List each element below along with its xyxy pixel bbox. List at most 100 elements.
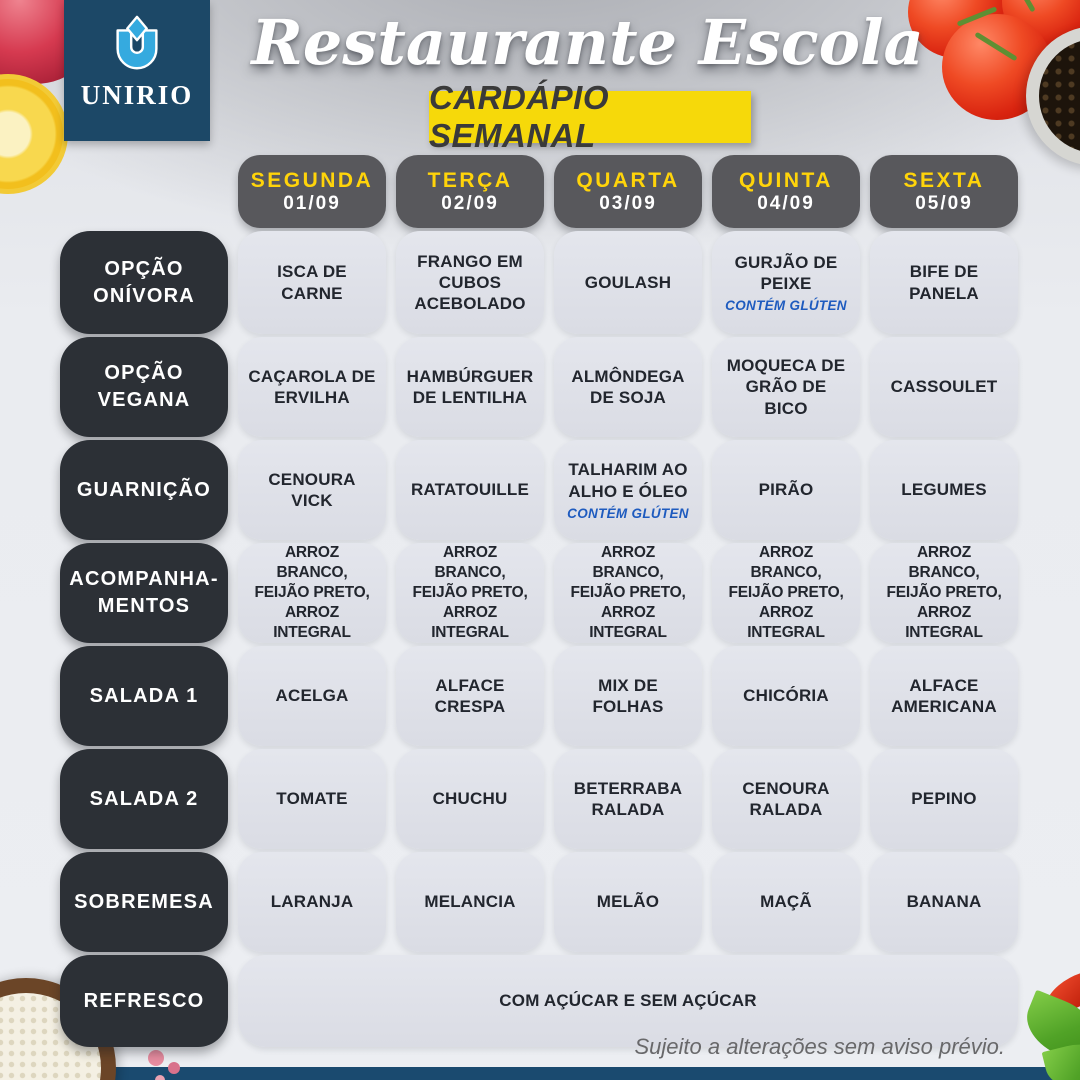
cell-sobremesa-3: MELÃO [554, 852, 702, 952]
day-header-2: TERÇA 02/09 [396, 155, 544, 228]
row-label-acompanhamentos: ACOMPANHA- MENTOS [60, 543, 228, 643]
dish-name: FRANGO EM CUBOS ACEBOLADO [414, 251, 526, 314]
cell-salada-1-4: CHICÓRIA [712, 646, 860, 746]
cell-guarnicao-4: PIRÃO [712, 440, 860, 540]
day-name: QUINTA [739, 168, 833, 192]
cell-salada-1-5: ALFACE AMERICANA [870, 646, 1018, 746]
cell-salada-2-2: CHUCHU [396, 749, 544, 849]
dish-name: CAÇAROLA DE ERVILHA [248, 366, 376, 407]
day-name: TERÇA [427, 168, 513, 192]
bottom-navy-bar [0, 1067, 1080, 1080]
lemon-slice-photo [0, 74, 68, 194]
gluten-note: CONTÉM GLÚTEN [567, 505, 689, 521]
dish-name: ISCA DE CARNE [277, 262, 347, 303]
cell-opcao-vegana-5: CASSOULET [870, 337, 1018, 437]
subtitle-banner: CARDÁPIO SEMANAL [429, 79, 751, 154]
dish-name: COM AÇÚCAR E SEM AÇÚCAR [499, 991, 757, 1011]
gluten-note: CONTÉM GLÚTEN [725, 298, 847, 314]
cell-opcao-onivora-5: BIFE DE PANELA [870, 231, 1018, 334]
cell-salada-2-5: PEPINO [870, 749, 1018, 849]
row-label-refresco: REFRESCO [60, 955, 228, 1047]
dish-name: ACELGA [275, 686, 349, 706]
row-label-opcao-onivora: OPÇÃO ONÍVORA [60, 231, 228, 334]
cell-sobremesa-5: BANANA [870, 852, 1018, 952]
cell-opcao-onivora-2: FRANGO EM CUBOS ACEBOLADO [396, 231, 544, 334]
cell-guarnicao-5: LEGUMES [870, 440, 1018, 540]
day-name: SEGUNDA [250, 168, 374, 192]
dish-name: GURJÃO DE PEIXE [734, 252, 838, 293]
dish-name: LARANJA [270, 892, 354, 912]
dish-name: BANANA [906, 892, 982, 912]
cell-opcao-vegana-3: ALMÔNDEGA DE SOJA [554, 337, 702, 437]
cell-salada-1-2: ALFACE CRESPA [396, 646, 544, 746]
day-header-3: QUARTA 03/09 [554, 155, 702, 228]
day-header-1: SEGUNDA 01/09 [238, 155, 386, 228]
cell-acompanhamentos-2: ARROZ BRANCO, FEIJÃO PRETO, ARROZ INTEGR… [396, 543, 544, 643]
unirio-logo-icon [116, 15, 158, 70]
cell-opcao-onivora-3: GOULASH [554, 231, 702, 334]
dish-name: GOULASH [584, 272, 672, 292]
dish-name: CASSOULET [890, 377, 998, 397]
day-date: 05/09 [915, 192, 973, 214]
cell-acompanhamentos-5: ARROZ BRANCO, FEIJÃO PRETO, ARROZ INTEGR… [870, 543, 1018, 643]
cell-opcao-onivora-4: GURJÃO DE PEIXE CONTÉM GLÚTEN [712, 231, 860, 334]
cell-guarnicao-1: CENOURA VICK [238, 440, 386, 540]
dish-name: MOQUECA DE GRÃO DE BICO [726, 356, 846, 418]
unirio-logo-text: UNIRIO [80, 80, 194, 110]
dish-name: ARROZ BRANCO, FEIJÃO PRETO, ARROZ INTEGR… [254, 543, 370, 642]
cell-salada-1-1: ACELGA [238, 646, 386, 746]
row-label-guarnicao: GUARNIÇÃO [60, 440, 228, 540]
dish-name: LEGUMES [901, 480, 987, 500]
day-date: 04/09 [757, 192, 815, 214]
dish-name: ALFACE CRESPA [434, 675, 506, 716]
dish-name: CENOURA VICK [268, 469, 356, 510]
row-label-salada-2: SALADA 2 [60, 749, 228, 849]
dish-name: TOMATE [276, 789, 348, 809]
cell-acompanhamentos-1: ARROZ BRANCO, FEIJÃO PRETO, ARROZ INTEGR… [238, 543, 386, 643]
unirio-logo: UNIRIO [64, 0, 210, 141]
dish-name: TALHARIM AO ALHO E ÓLEO [568, 460, 688, 501]
dish-name: PIRÃO [758, 480, 814, 500]
dish-name: ARROZ BRANCO, FEIJÃO PRETO, ARROZ INTEGR… [886, 543, 1002, 642]
dish-name: ARROZ BRANCO, FEIJÃO PRETO, ARROZ INTEGR… [412, 543, 528, 642]
cell-opcao-onivora-1: ISCA DE CARNE [238, 231, 386, 334]
day-header-5: SEXTA 05/09 [870, 155, 1018, 228]
row-label-salada-1: SALADA 1 [60, 646, 228, 746]
day-header-4: QUINTA 04/09 [712, 155, 860, 228]
day-name: SEXTA [903, 168, 985, 192]
dish-name: CHUCHU [432, 789, 508, 809]
cell-salada-2-3: BETERRABA RALADA [554, 749, 702, 849]
day-date: 01/09 [283, 192, 341, 214]
day-date: 02/09 [441, 192, 499, 214]
cell-acompanhamentos-4: ARROZ BRANCO, FEIJÃO PRETO, ARROZ INTEGR… [712, 543, 860, 643]
dish-name: CENOURA RALADA [742, 778, 830, 819]
dish-name: BETERRABA RALADA [573, 778, 683, 819]
garnish-photo [148, 1050, 164, 1066]
cell-salada-2-4: CENOURA RALADA [712, 749, 860, 849]
cell-opcao-vegana-4: MOQUECA DE GRÃO DE BICO [712, 337, 860, 437]
dish-name: MAÇÃ [760, 892, 812, 912]
day-name: QUARTA [576, 168, 680, 192]
dish-name: HAMBÚRGUER DE LENTILHA [406, 366, 534, 407]
cell-refresco-1: COM AÇÚCAR E SEM AÇÚCAR [238, 955, 1018, 1047]
dish-name: PEPINO [911, 789, 977, 809]
dish-name: MELÃO [596, 892, 660, 912]
dish-name: ARROZ BRANCO, FEIJÃO PRETO, ARROZ INTEGR… [728, 543, 844, 642]
weekly-menu-table: SEGUNDA 01/09 TERÇA 02/09 QUARTA 03/09 QUINTA 0… [60, 155, 1018, 1047]
cell-guarnicao-3: TALHARIM AO ALHO E ÓLEO CONTÉM GLÚTEN [554, 440, 702, 540]
cell-sobremesa-1: LARANJA [238, 852, 386, 952]
row-label-opcao-vegana: OPÇÃO VEGANA [60, 337, 228, 437]
cell-opcao-vegana-1: CAÇAROLA DE ERVILHA [238, 337, 386, 437]
cell-salada-1-3: MIX DE FOLHAS [554, 646, 702, 746]
dish-name: MELANCIA [424, 892, 516, 912]
dish-name: CHICÓRIA [743, 686, 829, 706]
dish-name: ARROZ BRANCO, FEIJÃO PRETO, ARROZ INTEGR… [570, 543, 686, 642]
disclaimer-text: Sujeito a alterações sem aviso prévio. [634, 1034, 1005, 1059]
day-date: 03/09 [599, 192, 657, 214]
cell-sobremesa-2: MELANCIA [396, 852, 544, 952]
dish-name: RATATOUILLE [410, 480, 530, 500]
cell-salada-2-1: TOMATE [238, 749, 386, 849]
cell-guarnicao-2: RATATOUILLE [396, 440, 544, 540]
row-label-sobremesa: SOBREMESA [60, 852, 228, 952]
